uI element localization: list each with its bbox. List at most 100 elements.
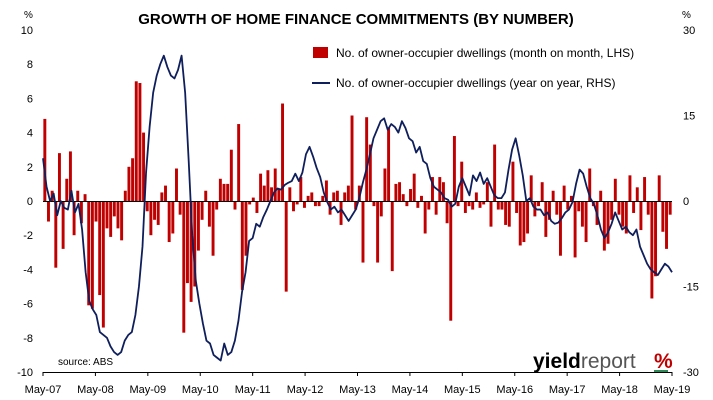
- mom-bar: [540, 182, 544, 201]
- legend-bar-label: No. of owner-occupier dwellings (month o…: [336, 46, 634, 60]
- mom-bar: [65, 178, 69, 201]
- mom-bar: [240, 201, 244, 290]
- mom-bar: [394, 183, 398, 201]
- x-axis-tick-label: May-18: [601, 384, 638, 396]
- mom-bar: [467, 201, 471, 207]
- x-axis-tick-label: May-12: [287, 384, 324, 396]
- mom-bar: [599, 190, 603, 201]
- left-axis-tick-label: -4: [23, 264, 33, 276]
- mom-bar: [485, 182, 489, 201]
- mom-bar: [175, 168, 178, 201]
- mom-bar: [127, 166, 131, 201]
- x-axis-tick-label: May-07: [25, 384, 62, 396]
- mom-bar: [398, 182, 402, 201]
- x-axis-tick-label: May-09: [129, 384, 166, 396]
- mom-bar: [215, 201, 219, 210]
- mom-bar: [383, 168, 387, 201]
- brand-logo: yieldreport %: [533, 350, 673, 373]
- x-axis-tick-label: May-16: [496, 384, 533, 396]
- mom-bar: [566, 201, 570, 210]
- mom-bar: [196, 201, 200, 251]
- mom-bar: [580, 201, 584, 227]
- mom-bar: [613, 178, 617, 201]
- mom-bar: [372, 201, 376, 207]
- mom-bar: [335, 190, 339, 201]
- mom-bar: [116, 201, 120, 229]
- mom-bar: [120, 201, 124, 241]
- mom-bar: [211, 201, 215, 256]
- mom-bar: [156, 201, 160, 225]
- mom-bar: [379, 201, 383, 217]
- mom-bar: [339, 201, 343, 225]
- mom-bar: [635, 187, 639, 201]
- mom-bar: [643, 177, 647, 201]
- mom-bar: [361, 201, 365, 263]
- mom-bar: [452, 136, 456, 201]
- mom-bar: [474, 192, 478, 201]
- mom-bar: [606, 201, 610, 244]
- mom-bar: [427, 201, 431, 210]
- right-axis-tick-label: -15: [683, 282, 699, 294]
- mom-bar: [500, 201, 504, 210]
- mom-bar: [507, 201, 511, 227]
- mom-bar: [376, 201, 380, 263]
- mom-bar: [654, 201, 658, 277]
- right-axis-tick-label: 30: [683, 25, 695, 37]
- mom-bar: [346, 185, 350, 201]
- mom-bar: [164, 185, 167, 201]
- right-axis-unit: %: [682, 10, 691, 21]
- mom-bar: [310, 192, 314, 201]
- mom-bar: [646, 201, 650, 215]
- right-axis-tick-label: -30: [683, 367, 699, 379]
- right-axis-tick-label: 0: [683, 196, 689, 208]
- mom-bar: [226, 183, 230, 201]
- mom-bar: [569, 195, 573, 201]
- mom-bar: [617, 201, 621, 215]
- brand-suffix: report: [581, 350, 636, 373]
- mom-bar: [222, 183, 226, 201]
- x-axis-tick-label: May-13: [339, 384, 376, 396]
- mom-bar: [248, 201, 252, 205]
- x-axis-tick-label: May-08: [77, 384, 114, 396]
- mom-bar: [504, 201, 508, 225]
- mom-bar: [423, 201, 427, 234]
- mom-bar: [244, 201, 248, 256]
- mom-bar: [54, 201, 58, 268]
- mom-bar: [584, 201, 588, 243]
- mom-bar: [665, 201, 668, 249]
- mom-bar: [573, 201, 577, 258]
- mom-bar: [207, 201, 211, 227]
- left-axis-tick-label: 0: [27, 196, 33, 208]
- mom-bar: [551, 190, 555, 201]
- mom-bar: [153, 201, 157, 220]
- mom-bar: [332, 192, 336, 201]
- mom-bar: [624, 201, 628, 234]
- mom-bar: [401, 194, 405, 201]
- mom-bar: [204, 190, 208, 201]
- mom-bar: [109, 201, 113, 237]
- mom-bar: [529, 175, 533, 201]
- mom-bar: [90, 201, 94, 309]
- mom-bar: [138, 83, 142, 201]
- mom-bar: [317, 201, 321, 207]
- chart-title: GROWTH OF HOME FINANCE COMMITMENTS (BY N…: [138, 11, 574, 28]
- mom-bar: [94, 201, 98, 222]
- mom-bar: [98, 201, 102, 296]
- mom-bar: [281, 103, 284, 201]
- mom-bar: [661, 201, 665, 232]
- mom-bar: [365, 117, 369, 201]
- mom-bar: [288, 187, 292, 201]
- x-axis-tick-label: May-19: [654, 384, 691, 396]
- mom-bar: [420, 195, 423, 201]
- mom-bar: [189, 201, 193, 302]
- mom-bar: [134, 81, 138, 201]
- left-axis-tick-label: 8: [27, 59, 33, 71]
- right-axis-tick-label: 15: [683, 111, 695, 123]
- mom-bar: [354, 201, 358, 210]
- left-axis-tick-label: -8: [23, 333, 33, 345]
- mom-bar: [518, 201, 522, 246]
- mom-bar: [632, 201, 636, 213]
- mom-bar: [292, 201, 295, 212]
- mom-bar: [639, 201, 643, 231]
